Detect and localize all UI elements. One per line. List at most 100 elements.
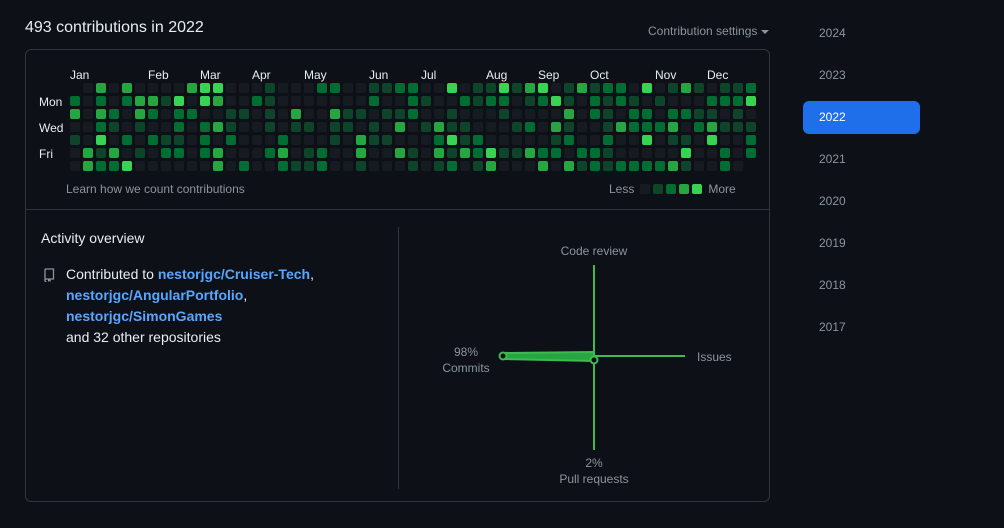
contribution-day-cell[interactable] [655,148,665,158]
contribution-day-cell[interactable] [239,122,249,132]
contribution-day-cell[interactable] [226,161,236,171]
contribution-day-cell[interactable] [252,122,262,132]
contribution-day-cell[interactable] [538,148,548,158]
contribution-day-cell[interactable] [512,83,522,93]
contribution-day-cell[interactable] [317,83,327,93]
contribution-day-cell[interactable] [70,122,80,132]
contribution-day-cell[interactable] [564,135,574,145]
contribution-day-cell[interactable] [122,148,132,158]
contribution-day-cell[interactable] [382,83,392,93]
contribution-day-cell[interactable] [200,83,210,93]
year-button[interactable]: 2020 [819,194,846,208]
contribution-day-cell[interactable] [395,122,405,132]
contribution-day-cell[interactable] [278,83,288,93]
contribution-day-cell[interactable] [278,122,288,132]
contribution-day-cell[interactable] [330,122,340,132]
contribution-day-cell[interactable] [681,109,691,119]
contribution-day-cell[interactable] [408,96,418,106]
contribution-day-cell[interactable] [291,96,301,106]
contribution-day-cell[interactable] [460,96,470,106]
contribution-day-cell[interactable] [226,135,236,145]
contribution-day-cell[interactable] [135,122,145,132]
contribution-day-cell[interactable] [668,135,678,145]
contribution-day-cell[interactable] [499,135,509,145]
contribution-day-cell[interactable] [525,135,535,145]
contribution-day-cell[interactable] [161,122,171,132]
contribution-day-cell[interactable] [447,122,457,132]
contribution-day-cell[interactable] [551,122,561,132]
contribution-day-cell[interactable] [317,135,327,145]
contribution-day-cell[interactable] [538,161,548,171]
contribution-day-cell[interactable] [668,83,678,93]
contribution-day-cell[interactable] [161,109,171,119]
contribution-day-cell[interactable] [616,109,626,119]
contribution-day-cell[interactable] [174,148,184,158]
contribution-day-cell[interactable] [213,148,223,158]
contribution-day-cell[interactable] [395,161,405,171]
contribution-day-cell[interactable] [447,135,457,145]
contribution-day-cell[interactable] [460,122,470,132]
contribution-day-cell[interactable] [707,148,717,158]
contribution-day-cell[interactable] [122,161,132,171]
year-button[interactable]: 2021 [819,152,846,166]
contribution-day-cell[interactable] [109,83,119,93]
contribution-day-cell[interactable] [590,161,600,171]
contribution-day-cell[interactable] [148,135,158,145]
contribution-day-cell[interactable] [681,122,691,132]
contribution-day-cell[interactable] [317,148,327,158]
contribution-day-cell[interactable] [395,135,405,145]
contribution-day-cell[interactable] [96,148,106,158]
contribution-day-cell[interactable] [694,161,704,171]
contribution-day-cell[interactable] [616,122,626,132]
contribution-day-cell[interactable] [317,122,327,132]
contribution-day-cell[interactable] [642,122,652,132]
contribution-day-cell[interactable] [629,161,639,171]
contribution-day-cell[interactable] [213,161,223,171]
contribution-day-cell[interactable] [421,148,431,158]
contribution-day-cell[interactable] [135,96,145,106]
contribution-day-cell[interactable] [642,135,652,145]
contribution-day-cell[interactable] [356,109,366,119]
contribution-day-cell[interactable] [252,109,262,119]
contribution-day-cell[interactable] [707,83,717,93]
contribution-day-cell[interactable] [148,83,158,93]
contribution-day-cell[interactable] [486,148,496,158]
contribution-day-cell[interactable] [356,122,366,132]
contribution-day-cell[interactable] [109,148,119,158]
contribution-day-cell[interactable] [213,122,223,132]
contribution-day-cell[interactable] [694,96,704,106]
contribution-day-cell[interactable] [746,109,756,119]
contribution-day-cell[interactable] [252,83,262,93]
contribution-day-cell[interactable] [577,96,587,106]
contribution-day-cell[interactable] [421,109,431,119]
contribution-day-cell[interactable] [174,109,184,119]
contribution-day-cell[interactable] [343,161,353,171]
contribution-day-cell[interactable] [642,148,652,158]
contribution-day-cell[interactable] [265,161,275,171]
contribution-day-cell[interactable] [733,161,743,171]
contribution-day-cell[interactable] [551,161,561,171]
contribution-day-cell[interactable] [161,148,171,158]
contribution-day-cell[interactable] [304,109,314,119]
contribution-day-cell[interactable] [226,122,236,132]
contribution-day-cell[interactable] [135,148,145,158]
contribution-day-cell[interactable] [746,122,756,132]
contribution-day-cell[interactable] [447,109,457,119]
contribution-day-cell[interactable] [525,83,535,93]
contribution-day-cell[interactable] [603,109,613,119]
contribution-day-cell[interactable] [369,96,379,106]
contribution-day-cell[interactable] [356,96,366,106]
contribution-day-cell[interactable] [83,148,93,158]
contribution-day-cell[interactable] [577,109,587,119]
contribution-day-cell[interactable] [525,148,535,158]
contribution-day-cell[interactable] [655,83,665,93]
contribution-day-cell[interactable] [577,122,587,132]
contribution-day-cell[interactable] [486,161,496,171]
contribution-day-cell[interactable] [551,135,561,145]
contribution-day-cell[interactable] [447,161,457,171]
contribution-day-cell[interactable] [551,148,561,158]
contribution-day-cell[interactable] [343,148,353,158]
contribution-day-cell[interactable] [733,109,743,119]
contribution-day-cell[interactable] [109,109,119,119]
contribution-day-cell[interactable] [460,161,470,171]
